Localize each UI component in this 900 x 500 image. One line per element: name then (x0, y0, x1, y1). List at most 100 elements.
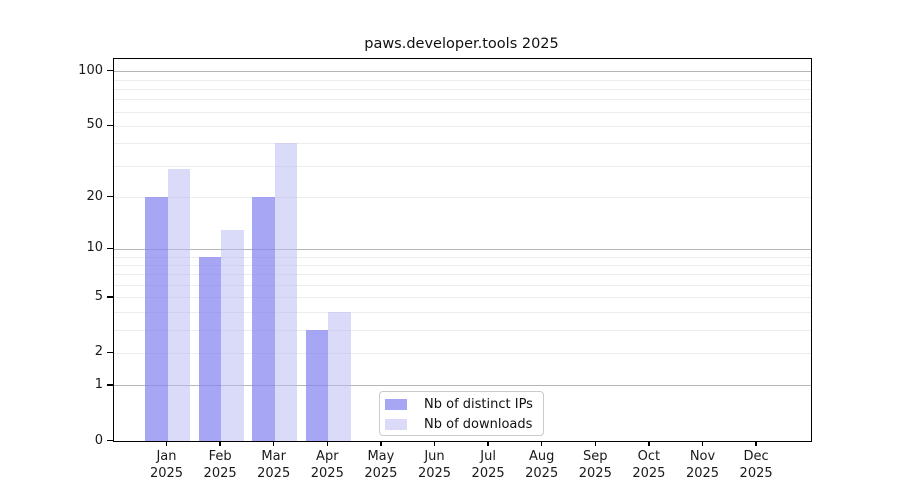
legend-swatch-distinct-ips (385, 399, 407, 410)
legend-label-downloads: Nb of downloads (424, 417, 533, 432)
x-label-year-nov: 2025 (685, 465, 720, 481)
bar-downloads-feb (221, 229, 244, 441)
x-label-month-nov: Nov (689, 449, 716, 464)
x-tick-label-feb: Feb 2025 (188, 449, 252, 482)
y-tick-label-5: 5 (94, 288, 103, 304)
y-tick-100 (107, 70, 113, 72)
gridline-9 (114, 256, 811, 258)
x-tick-label-jan: Jan 2025 (135, 449, 199, 482)
x-label-month-jan: Jan (156, 449, 177, 464)
legend: Nb of distinct IPs Nb of downloads (379, 391, 544, 436)
gridline-30 (114, 165, 811, 167)
x-tick-oct (648, 441, 650, 446)
y-tick-label-0: 0 (94, 432, 103, 448)
x-label-year-jun: 2025 (417, 465, 452, 481)
x-label-year-feb: 2025 (203, 465, 237, 481)
bar-distinct-ips-mar (252, 197, 275, 441)
gridline-80 (114, 88, 811, 90)
x-label-month-apr: Apr (316, 449, 339, 464)
x-label-month-jun: Jun (424, 449, 445, 464)
x-label-month-feb: Feb (208, 449, 232, 464)
x-tick-label-may: May 2025 (349, 449, 413, 482)
gridline-50 (114, 125, 811, 127)
bar-distinct-ips-apr (305, 329, 329, 441)
gridline-100 (114, 71, 811, 73)
x-label-year-aug: 2025 (525, 465, 559, 481)
x-tick-aug (541, 441, 543, 446)
chart-title: paws.developer.tools 2025 (364, 36, 559, 52)
x-tick-label-jul: Jul 2025 (456, 449, 520, 482)
x-label-month-oct: Oct (637, 449, 661, 464)
x-label-month-may: May (367, 449, 395, 464)
x-tick-jun (433, 441, 436, 446)
legend-swatch-downloads (385, 419, 407, 430)
x-tick-jan (165, 441, 168, 446)
x-tick-feb (219, 441, 221, 446)
x-label-year-jan: 2025 (149, 465, 184, 481)
y-tick-label-50: 50 (86, 117, 103, 133)
x-label-year-oct: 2025 (632, 465, 666, 481)
x-label-month-mar: Mar (261, 449, 286, 464)
y-tick-0 (107, 439, 113, 442)
y-tick-20 (107, 195, 113, 198)
x-tick-label-oct: Oct 2025 (617, 449, 681, 482)
x-tick-nov (701, 441, 704, 446)
x-label-month-jul: Jul (480, 449, 496, 464)
x-label-month-sep: Sep (583, 449, 608, 464)
x-label-year-jul: 2025 (471, 465, 505, 481)
legend-item-distinct-ips: Nb of distinct IPs (380, 398, 543, 412)
bar-downloads-apr (328, 312, 351, 441)
legend-item-downloads: Nb of downloads (380, 418, 543, 432)
y-tick-label-2: 2 (94, 344, 103, 360)
x-label-month-aug: Aug (528, 449, 555, 464)
gridline-1 (114, 385, 811, 387)
gridline-60 (114, 111, 811, 113)
y-tick-1 (107, 384, 113, 386)
x-label-year-sep: 2025 (578, 465, 612, 481)
x-tick-label-dec: Dec 2025 (724, 449, 788, 482)
gridline-3 (114, 329, 811, 331)
y-tick-label-100: 100 (78, 62, 103, 78)
x-tick-jul (487, 441, 489, 446)
y-tick-label-1: 1 (94, 376, 103, 392)
bar-downloads-jan (167, 168, 190, 441)
gridline-90 (114, 79, 811, 81)
x-label-year-may: 2025 (364, 465, 398, 481)
gridline-8 (114, 264, 811, 266)
x-label-year-apr: 2025 (310, 465, 344, 481)
x-label-month-dec: Dec (743, 449, 769, 464)
bar-distinct-ips-feb (198, 256, 222, 441)
gridline-70 (114, 99, 811, 101)
gridline-10 (114, 248, 811, 250)
x-tick-sep (594, 441, 596, 446)
gridline-40 (114, 143, 811, 145)
plot-area (113, 58, 812, 442)
gridline-4 (114, 312, 811, 314)
x-tick-mar (273, 441, 275, 446)
x-label-year-dec: 2025 (739, 465, 773, 481)
x-tick-dec (755, 441, 757, 446)
legend-label-distinct-ips: Nb of distinct IPs (424, 397, 533, 412)
x-tick-label-mar: Mar 2025 (242, 449, 306, 482)
y-tick-50 (107, 124, 113, 127)
x-tick-label-sep: Sep 2025 (563, 449, 627, 482)
bar-downloads-mar (274, 143, 298, 441)
gridline-6 (114, 285, 811, 287)
y-tick-2 (107, 351, 113, 354)
x-tick-may (380, 441, 382, 446)
gridline-7 (114, 274, 811, 276)
x-label-year-mar: 2025 (257, 465, 291, 481)
gridline-20 (114, 197, 811, 199)
y-tick-5 (107, 296, 113, 298)
x-tick-label-jun: Jun 2025 (403, 449, 467, 482)
x-tick-apr (326, 441, 328, 446)
gridline-5 (114, 297, 811, 299)
y-tick-label-10: 10 (86, 240, 103, 256)
x-tick-label-nov: Nov 2025 (671, 449, 735, 482)
y-tick-label-20: 20 (86, 188, 103, 204)
gridline-2 (114, 352, 811, 354)
x-tick-label-aug: Aug 2025 (510, 449, 574, 482)
x-tick-label-apr: Apr 2025 (295, 449, 359, 482)
bar-distinct-ips-jan (145, 197, 168, 441)
